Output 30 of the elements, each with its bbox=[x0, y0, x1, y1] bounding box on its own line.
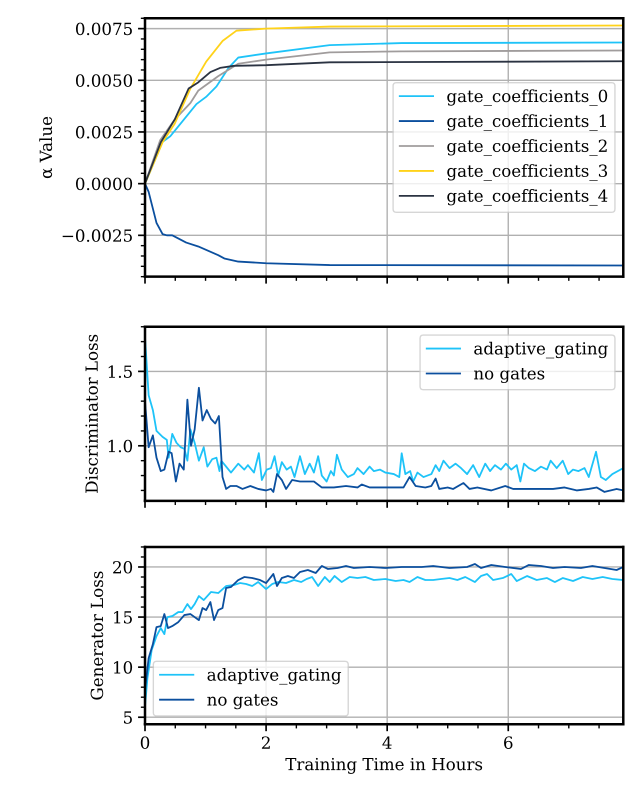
legend-label: adaptive_gating bbox=[474, 342, 608, 358]
y-tick-label: 0.0025 bbox=[76, 126, 132, 139]
legend-label: gate_coefficients_4 bbox=[447, 189, 608, 206]
x-tick-label: 0 bbox=[140, 736, 150, 749]
x-tick-label: 6 bbox=[504, 736, 513, 749]
legend-label: gate_coefficients_1 bbox=[447, 114, 606, 131]
legend-label: gate_coefficients_2 bbox=[447, 139, 607, 156]
x-tick-label: 2 bbox=[262, 736, 270, 749]
y-tick-label: 15 bbox=[114, 611, 132, 624]
y-tick-label: −0.0025 bbox=[62, 229, 132, 242]
y-axis-title: Discriminator Loss bbox=[85, 334, 98, 493]
x-tick-label: 4 bbox=[382, 736, 392, 749]
y-tick-label: 1.0 bbox=[108, 440, 132, 452]
y-tick-label: 0.0075 bbox=[76, 22, 132, 36]
line-series bbox=[145, 182, 624, 266]
legend-label: gate_coefficients_3 bbox=[447, 164, 608, 181]
legend-label: no gates bbox=[207, 694, 278, 710]
legend-label: no gates bbox=[474, 368, 544, 384]
x-axis-title: Training Time in Hours bbox=[285, 758, 482, 774]
y-tick-label: 5 bbox=[124, 711, 132, 724]
y-tick-label: 0.0050 bbox=[76, 74, 132, 87]
y-tick-label: 10 bbox=[114, 661, 132, 674]
y-tick-label: 0.0000 bbox=[76, 178, 132, 190]
legend-label: adaptive_gating bbox=[208, 668, 342, 685]
legend-label: gate_coefficients_0 bbox=[447, 89, 608, 106]
y-axis-title: α Value bbox=[39, 116, 52, 178]
y-tick-label: 20 bbox=[113, 560, 132, 574]
y-tick-label: 1.5 bbox=[108, 365, 132, 378]
y-axis-title: Generator Loss bbox=[90, 572, 104, 700]
line-series bbox=[145, 386, 624, 493]
